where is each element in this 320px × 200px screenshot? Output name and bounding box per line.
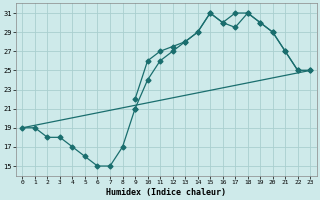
X-axis label: Humidex (Indice chaleur): Humidex (Indice chaleur) (106, 188, 226, 197)
